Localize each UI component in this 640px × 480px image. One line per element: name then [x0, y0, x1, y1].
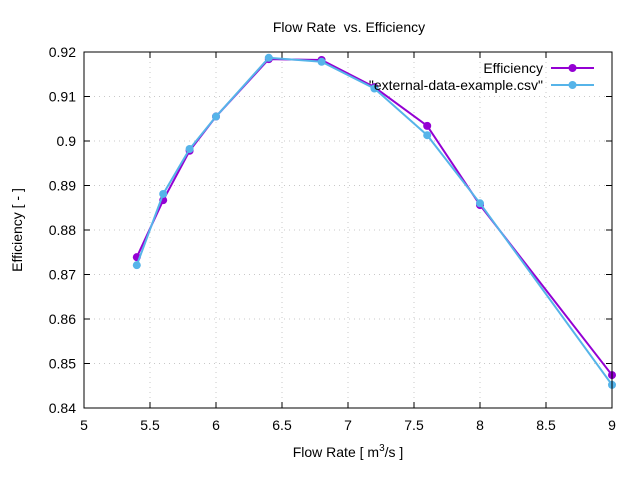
legend-swatch-marker	[568, 81, 577, 89]
legend-label: "external-data-example.csv"	[369, 77, 543, 93]
y-axis-label: Efficiency [ - ]	[9, 188, 25, 272]
data-point	[476, 199, 484, 208]
y-tick-label: 0.88	[49, 222, 76, 238]
y-tick-label: 0.9	[57, 133, 77, 149]
y-tick-label: 0.91	[49, 89, 76, 105]
x-tick-label: 6.5	[272, 417, 292, 433]
data-point	[159, 189, 168, 198]
x-tick-label: 9	[608, 417, 616, 433]
x-tick-labels: 5 5.5 6 6.5 7 7.5 8 8.5 9	[80, 417, 616, 433]
x-tick-label: 7.5	[404, 417, 424, 433]
data-point	[185, 145, 194, 154]
data-point	[370, 84, 379, 93]
x-tick-label: 5	[80, 417, 88, 433]
y-tick-label: 0.86	[49, 311, 76, 327]
x-tick-label: 8	[476, 417, 484, 433]
data-point	[423, 121, 432, 130]
y-tick-label: 0.92	[49, 44, 76, 60]
legend: Efficiency"external-data-example.csv"	[369, 60, 594, 93]
data-point	[264, 53, 273, 62]
x-axis-label: Flow Rate [ m3/s ]	[293, 443, 404, 460]
x-axis-label-pre: Flow Rate [ m	[293, 444, 379, 460]
chart-title: Flow Rate vs. Efficiency	[273, 19, 425, 35]
y-tick-label: 0.87	[49, 267, 76, 283]
data-point	[317, 57, 326, 66]
series-line	[135, 56, 613, 386]
y-tick-label: 0.84	[49, 400, 76, 416]
x-tick-label: 7	[344, 417, 352, 433]
data-point	[212, 112, 220, 121]
data-point	[423, 131, 432, 140]
grid	[84, 52, 612, 408]
y-tick-label: 0.85	[49, 356, 76, 372]
x-axis-label-sup: 3	[379, 443, 385, 454]
x-tick-label: 6	[212, 417, 220, 433]
y-tick-label: 0.89	[49, 178, 76, 194]
x-tick-label: 8.5	[536, 417, 556, 433]
plot-border	[83, 51, 613, 409]
legend-label: Efficiency	[483, 60, 543, 76]
x-tick-label: 5.5	[140, 417, 160, 433]
x-axis-label-post: /s ]	[385, 444, 404, 460]
data-point	[132, 261, 141, 270]
y-tick-labels: 0.84 0.85 0.86 0.87 0.88 0.89 0.9 0.91 0.92	[49, 44, 76, 416]
legend-swatch-marker	[568, 64, 577, 72]
